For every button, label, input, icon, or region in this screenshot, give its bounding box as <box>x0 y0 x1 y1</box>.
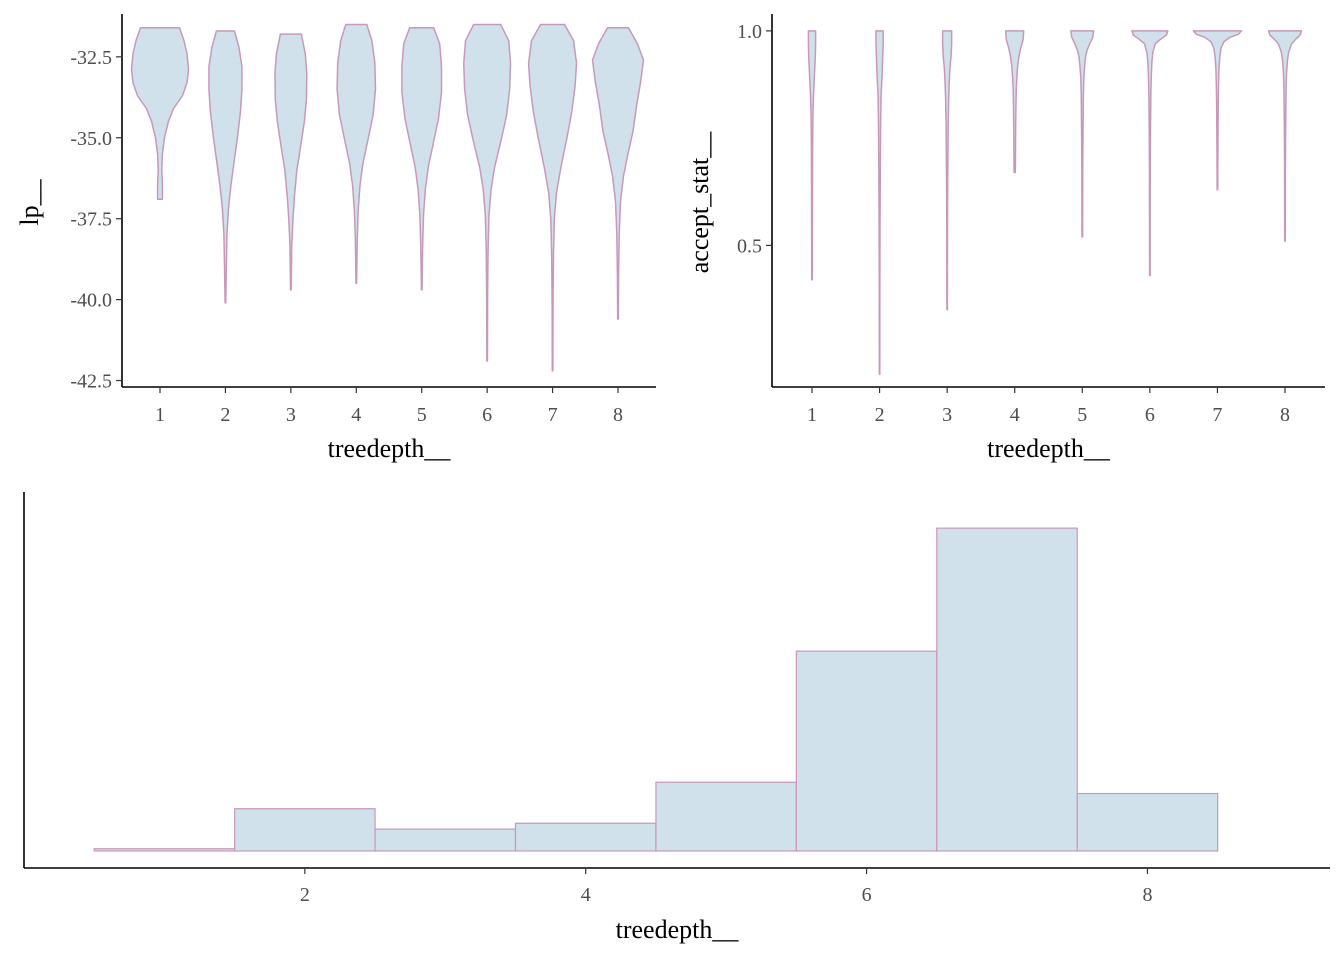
x-tick-label: 3 <box>286 404 296 426</box>
x-tick-label: 4 <box>351 404 361 426</box>
x-tick-label: 5 <box>417 404 427 426</box>
x-tick-label: 2 <box>875 404 885 426</box>
violin-3 <box>274 33 308 291</box>
x-tick-label: 1 <box>807 404 817 426</box>
histogram-bar-8 <box>1076 792 1219 852</box>
violin-5 <box>1070 30 1095 238</box>
x-tick-label: 7 <box>1212 404 1222 426</box>
x-axis-title: treedepth__ <box>616 915 740 944</box>
violin-4 <box>336 23 377 285</box>
violin-5 <box>401 26 443 291</box>
histogram-bar-7 <box>936 527 1078 852</box>
y-tick-label: -35.0 <box>70 128 112 150</box>
violin-8 <box>1267 30 1303 242</box>
lp-violin-panel: -32.5 -35.0 -37.5 -40.0 -42.5 1 2 3 4 5 6 7 8 treedep… <box>15 14 656 463</box>
accept-stat-violin-panel: 1.0 0.5 1 2 3 4 5 6 7 8 treedepth__ accept_stat__ <box>685 14 1325 463</box>
violin-6 <box>1131 30 1169 277</box>
histogram-bar-6 <box>795 650 938 852</box>
x-tick-label: 4 <box>1010 404 1020 426</box>
x-tick-label: 2 <box>220 404 230 426</box>
y-tick-label: -37.5 <box>70 209 112 231</box>
x-tick-label: 7 <box>548 404 558 426</box>
violin-1 <box>807 30 817 281</box>
violin-4 <box>1004 30 1025 174</box>
histogram-bar-3 <box>374 828 517 852</box>
y-tick-label: -40.0 <box>70 290 112 312</box>
histogram-bar-5 <box>655 781 797 852</box>
x-tick-label: 8 <box>613 404 623 426</box>
y-axis-title: lp__ <box>15 178 44 225</box>
x-tick-label: 6 <box>1145 404 1155 426</box>
histogram-bar-4 <box>514 822 657 852</box>
histogram-bar-1 <box>93 848 236 852</box>
violin-7 <box>1192 30 1243 191</box>
x-axis-title: treedepth__ <box>987 434 1111 463</box>
violin-7 <box>527 23 578 372</box>
x-tick-label: 6 <box>862 884 872 906</box>
violin-6 <box>462 23 512 362</box>
histogram-bar-2 <box>234 808 376 852</box>
x-tick-label: 2 <box>300 884 310 906</box>
x-tick-label: 8 <box>1142 884 1152 906</box>
y-tick-label: -42.5 <box>70 371 112 393</box>
x-tick-label: 4 <box>581 884 591 906</box>
x-axis-title: treedepth__ <box>328 434 452 463</box>
x-tick-label: 6 <box>482 404 492 426</box>
x-tick-label: 5 <box>1077 404 1087 426</box>
y-axis-title: accept_stat__ <box>685 131 714 273</box>
x-tick-label: 3 <box>942 404 952 426</box>
y-tick-label: -32.5 <box>70 47 112 69</box>
treedepth-histogram-panel: 2 4 6 8 treedepth__ <box>23 492 1330 944</box>
x-tick-label: 8 <box>1280 404 1290 426</box>
violin-2 <box>875 30 884 375</box>
violin-8 <box>591 26 645 320</box>
violin-3 <box>941 30 953 311</box>
x-tick-label: 1 <box>155 404 165 426</box>
y-tick-label: 1.0 <box>737 21 762 43</box>
violin-1 <box>130 26 190 201</box>
y-tick-label: 0.5 <box>737 235 762 257</box>
violin-2 <box>208 30 243 304</box>
